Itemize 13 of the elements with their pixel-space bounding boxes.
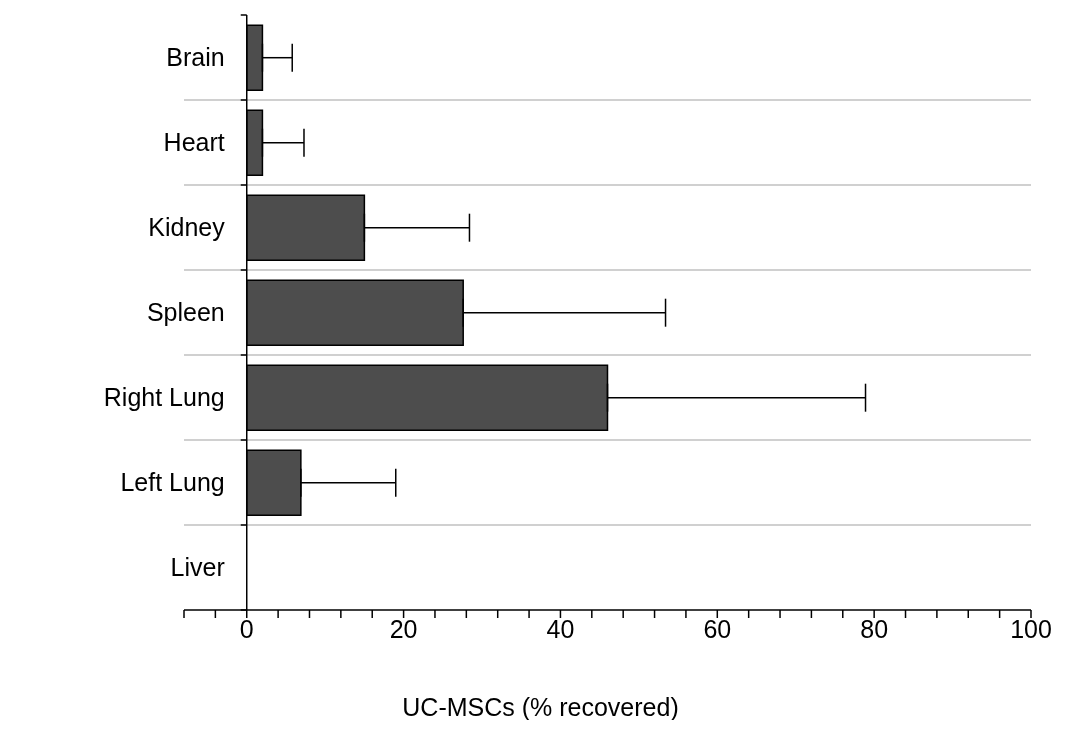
y-tick-label: Spleen	[146, 298, 225, 327]
y-tick-label: Brain	[166, 43, 225, 72]
y-tick-label: Heart	[163, 128, 225, 157]
x-tick-label: 100	[1010, 614, 1052, 643]
y-tick-label: Kidney	[148, 213, 226, 242]
x-tick-label: 20	[389, 614, 418, 643]
x-tick-label: 60	[703, 614, 732, 643]
x-tick-label: 80	[860, 614, 889, 643]
y-tick-label: Right Lung	[103, 383, 225, 412]
x-tick-label: 40	[546, 614, 575, 643]
y-tick-label: Left Lung	[120, 468, 225, 497]
x-tick-label: 0	[239, 614, 254, 643]
y-tick-label: Liver	[170, 553, 225, 582]
